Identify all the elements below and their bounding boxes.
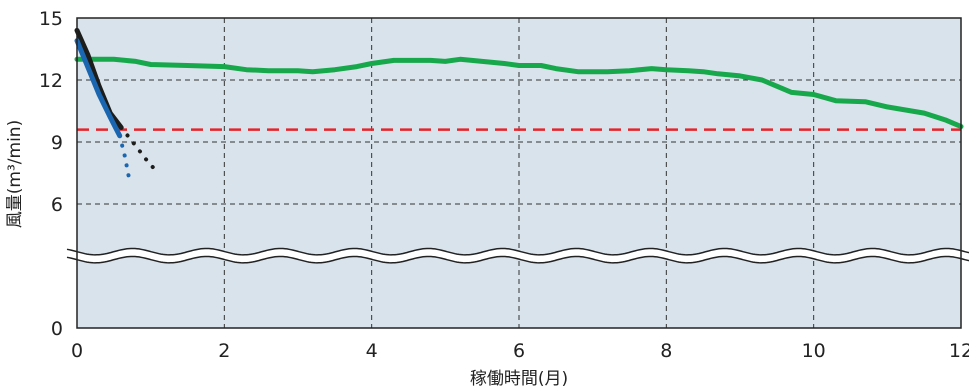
x-tick-label-12: 12 bbox=[949, 340, 969, 362]
y-tick-label-6: 6 bbox=[51, 194, 63, 216]
axis-break bbox=[66, 247, 969, 264]
grid-lines bbox=[77, 18, 961, 328]
series-line-2-dotted bbox=[119, 125, 160, 175]
x-tick-labels: 0 2 4 6 8 10 12 bbox=[71, 340, 969, 362]
y-tick-label-12: 12 bbox=[39, 70, 63, 92]
series-line-0-solid bbox=[74, 56, 964, 129]
series-line-1-solid bbox=[74, 27, 124, 130]
series-line-3-solid bbox=[74, 38, 123, 139]
x-tick-label-2: 2 bbox=[218, 340, 230, 362]
x-tick-label-6: 6 bbox=[513, 340, 525, 362]
series-layer bbox=[74, 27, 964, 186]
x-tick-label-0: 0 bbox=[71, 340, 83, 362]
y-tick-label-15: 15 bbox=[39, 8, 63, 30]
y-tick-labels: 0 6 9 12 15 bbox=[39, 8, 63, 340]
plot-frame bbox=[76, 17, 962, 329]
y-tick-label-0: 0 bbox=[51, 318, 63, 340]
x-tick-label-8: 8 bbox=[660, 340, 672, 362]
x-axis-title: 稼働時間(月) bbox=[470, 369, 568, 389]
axis-break-line-bottom bbox=[66, 255, 969, 264]
axis-break-line-top bbox=[66, 247, 969, 256]
x-tick-label-4: 4 bbox=[366, 340, 378, 362]
y-tick-label-9: 9 bbox=[51, 132, 63, 154]
series-line-4-dotted bbox=[117, 133, 132, 186]
y-axis-title: 風量(m³/min) bbox=[5, 120, 25, 228]
x-tick-label-10: 10 bbox=[802, 340, 826, 362]
plot-border bbox=[76, 17, 962, 329]
